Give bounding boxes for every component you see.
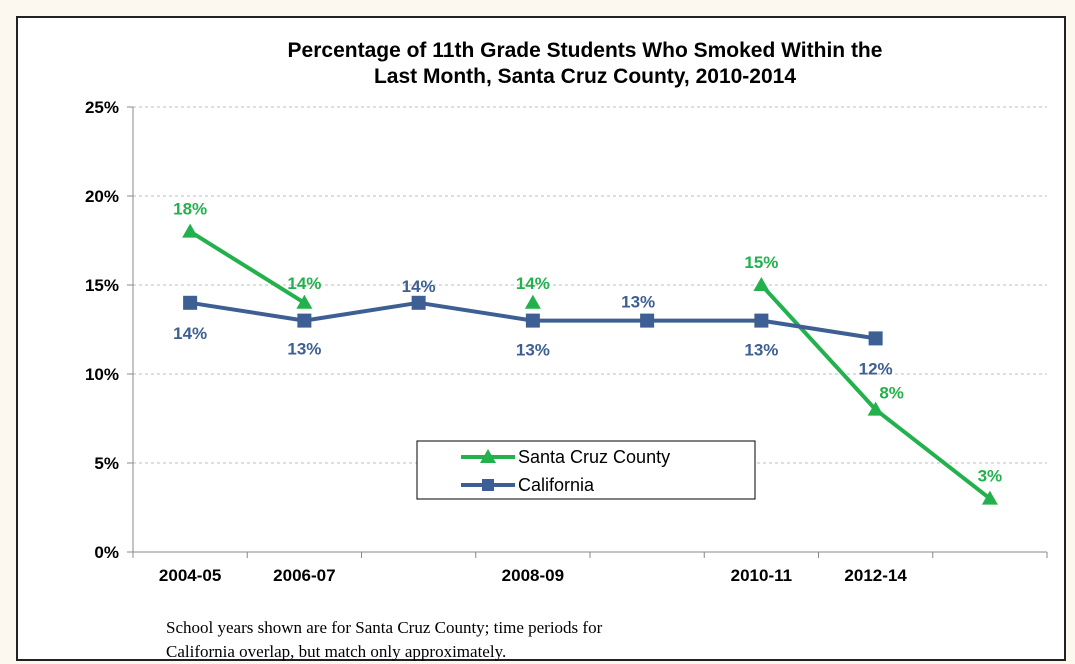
x-tick-label: 2006-07 (273, 566, 335, 585)
chart-title-line-2: Last Month, Santa Cruz County, 2010-2014 (374, 65, 796, 88)
y-tick-label: 20% (85, 187, 119, 206)
data-point-square (525, 313, 540, 328)
legend-item: Santa Cruz County (461, 447, 670, 467)
series-santa-cruz-county: 18% 14% 14% 15% 8% 3% (173, 200, 1002, 505)
legend-marker-square (482, 479, 494, 491)
data-point-triangle (524, 294, 541, 309)
series-layer: 18% 14% 14% 15% 8% 3% 14% 13% 14% 13% 13% 13% 12% (173, 200, 1002, 505)
data-label: 14% (402, 277, 436, 296)
series-line-segment (188, 300, 307, 323)
chart-frame: Percentage of 11th Grade Students Who Sm… (16, 16, 1066, 661)
y-tick-label: 25% (85, 98, 119, 117)
data-label: 14% (287, 274, 321, 293)
data-label: 14% (173, 324, 207, 343)
chart-title: Percentage of 11th Grade Students Who Sm… (288, 39, 883, 88)
series-line-segment (416, 300, 535, 323)
data-label: 18% (173, 200, 207, 219)
series-line-segment (188, 229, 307, 305)
chart-title-line-1: Percentage of 11th Grade Students Who Sm… (288, 39, 883, 62)
series-line-segment (302, 300, 421, 323)
data-point-triangle (296, 294, 313, 309)
data-label: 14% (516, 274, 550, 293)
x-tick-label: 2008-09 (502, 566, 564, 585)
legend-label: Santa Cruz County (518, 447, 670, 467)
axes: 0% 5% 10% 15% 20% 25% 2004-05 2006-07 2008-09 201… (85, 98, 1048, 585)
data-point-square (640, 313, 655, 328)
footnote-line-2: California overlap, but match only appro… (166, 642, 507, 661)
data-label: 3% (978, 467, 1003, 486)
y-tick-label: 15% (85, 276, 119, 295)
series-california: 14% 13% 14% 13% 13% 13% 12% (173, 277, 893, 379)
line-chart: Percentage of 11th Grade Students Who Sm… (85, 39, 1048, 585)
x-tick-label: 2004-05 (159, 566, 221, 585)
data-label: 13% (744, 341, 778, 360)
data-label: 12% (859, 359, 893, 378)
data-label: 13% (516, 341, 550, 360)
data-point-square (868, 331, 883, 346)
data-point-triangle (867, 401, 884, 416)
x-tick-label: 2010-11 (731, 566, 792, 585)
legend: Santa Cruz County California (416, 440, 756, 500)
footnote-line-1: School years shown are for Santa Cruz Co… (166, 618, 603, 637)
data-point-square (183, 295, 198, 310)
data-label: 15% (744, 253, 778, 272)
data-point-triangle (182, 223, 199, 238)
y-tick-label: 0% (94, 543, 119, 562)
series-line-segment (759, 283, 878, 412)
y-tick-label: 10% (85, 365, 119, 384)
legend-marker-triangle (480, 449, 496, 463)
series-line-segment (873, 407, 992, 501)
data-point-square (411, 295, 426, 310)
data-point-square (754, 313, 769, 328)
data-point-triangle (753, 277, 770, 291)
legend-box (416, 440, 756, 500)
x-tick-label: 2012-14 (844, 566, 907, 585)
data-point-triangle (981, 490, 998, 505)
legend-item: California (461, 475, 595, 495)
legend-label: California (518, 475, 595, 495)
footnote: School years shown are for Santa Cruz Co… (166, 616, 926, 664)
gridlines (133, 106, 1047, 464)
data-point-square (297, 313, 312, 328)
y-tick-label: 5% (94, 454, 119, 473)
data-label: 13% (287, 340, 321, 359)
data-label: 13% (621, 293, 655, 312)
data-label: 8% (879, 384, 904, 403)
series-line-segment (759, 318, 878, 341)
